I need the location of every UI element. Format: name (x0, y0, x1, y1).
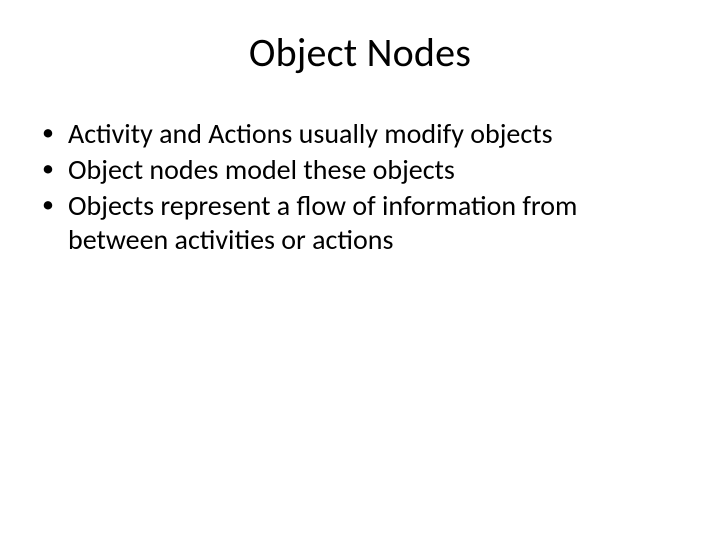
slide: Object Nodes Activity and Actions usuall… (0, 0, 720, 540)
bullet-text: Object nodes model these objects (68, 152, 455, 187)
bullet-text: Activity and Actions usually modify obje… (68, 116, 553, 151)
slide-title: Object Nodes (36, 28, 684, 77)
bullet-list: Activity and Actions usually modify obje… (36, 117, 684, 258)
list-item: Activity and Actions usually modify obje… (40, 117, 680, 151)
list-item: Objects represent a flow of information … (40, 189, 680, 257)
bullet-text: Objects represent a flow of information … (68, 188, 577, 257)
list-item: Object nodes model these objects (40, 153, 680, 187)
